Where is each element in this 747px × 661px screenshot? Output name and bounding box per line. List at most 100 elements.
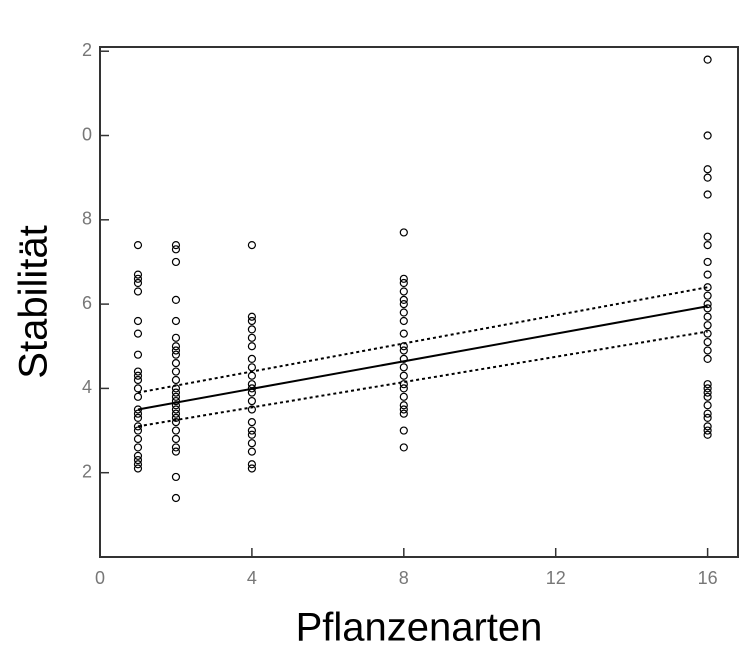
- point: [703, 392, 712, 401]
- point: [171, 375, 181, 385]
- point: [399, 401, 408, 410]
- point: [171, 367, 181, 376]
- y-tick-label: 6: [82, 293, 92, 313]
- point: [171, 443, 181, 452]
- point: [247, 430, 257, 439]
- y-tick-label: 4: [82, 377, 92, 397]
- point: [247, 464, 257, 473]
- point: [399, 274, 408, 283]
- point: [247, 333, 257, 342]
- fit-line: [137, 305, 708, 411]
- point: [703, 321, 712, 330]
- point: [247, 396, 257, 406]
- point: [247, 380, 257, 389]
- point: [703, 413, 712, 423]
- point: [171, 295, 181, 304]
- point: [703, 337, 712, 347]
- point: [171, 346, 181, 355]
- point: [247, 460, 257, 469]
- x-axis-title: Pflanzenarten: [296, 606, 543, 650]
- point: [133, 460, 143, 469]
- point: [399, 329, 408, 338]
- point: [171, 405, 181, 414]
- point: [133, 316, 143, 326]
- point: [247, 405, 257, 414]
- point: [703, 270, 712, 279]
- point: [703, 380, 712, 389]
- point: [133, 278, 143, 288]
- point: [247, 426, 257, 435]
- point: [171, 409, 181, 418]
- point: [703, 384, 712, 393]
- point: [171, 316, 181, 326]
- point: [133, 384, 143, 393]
- point: [703, 401, 712, 410]
- x-tick-label: 8: [399, 568, 409, 588]
- point: [703, 291, 712, 300]
- point: [703, 354, 712, 364]
- point: [703, 329, 712, 338]
- point: [133, 392, 143, 401]
- x-tick-label: 4: [247, 568, 257, 588]
- point: [133, 350, 143, 359]
- point: [703, 422, 712, 431]
- point: [247, 325, 257, 334]
- point: [133, 367, 143, 376]
- x-tick-label: 0: [95, 568, 105, 588]
- y-tick-label: 2: [82, 461, 92, 481]
- point: [703, 257, 712, 267]
- point: [703, 165, 712, 174]
- point: [703, 346, 712, 355]
- point: [171, 418, 181, 427]
- point: [703, 173, 712, 182]
- point: [171, 413, 181, 423]
- x-tick-label: 16: [698, 568, 718, 588]
- point: [247, 418, 257, 427]
- point: [171, 392, 181, 401]
- point: [247, 240, 257, 250]
- point: [703, 190, 712, 199]
- point: [399, 228, 408, 237]
- point: [247, 447, 257, 456]
- point: [703, 430, 712, 439]
- point: [247, 439, 257, 448]
- point: [399, 316, 408, 326]
- point: [133, 270, 143, 279]
- point: [399, 371, 408, 380]
- point: [247, 363, 257, 372]
- point: [247, 316, 257, 326]
- point: [399, 300, 408, 309]
- point: [399, 392, 408, 401]
- point: [703, 409, 712, 418]
- point: [133, 371, 143, 380]
- point: [399, 384, 408, 393]
- point: [133, 434, 143, 444]
- point: [133, 409, 143, 418]
- point: [703, 426, 712, 435]
- point: [703, 232, 712, 241]
- point: [703, 55, 712, 64]
- point: [399, 405, 408, 414]
- point: [399, 287, 408, 296]
- point: [247, 342, 257, 351]
- point: [399, 346, 408, 355]
- point: [133, 426, 143, 435]
- point: [399, 426, 408, 435]
- point: [133, 413, 143, 423]
- point: [399, 354, 408, 364]
- point: [703, 283, 712, 292]
- point: [133, 464, 143, 473]
- point: [133, 375, 143, 385]
- point: [399, 380, 408, 389]
- point: [703, 388, 712, 397]
- point: [399, 295, 408, 304]
- point: [703, 240, 712, 250]
- point: [133, 443, 143, 452]
- lower-confidence-line: [137, 330, 708, 428]
- y-tick-label: 2: [82, 40, 92, 60]
- point: [399, 363, 408, 372]
- point: [399, 409, 408, 418]
- y-axis-title: Stabilität: [12, 225, 56, 378]
- point: [399, 278, 408, 288]
